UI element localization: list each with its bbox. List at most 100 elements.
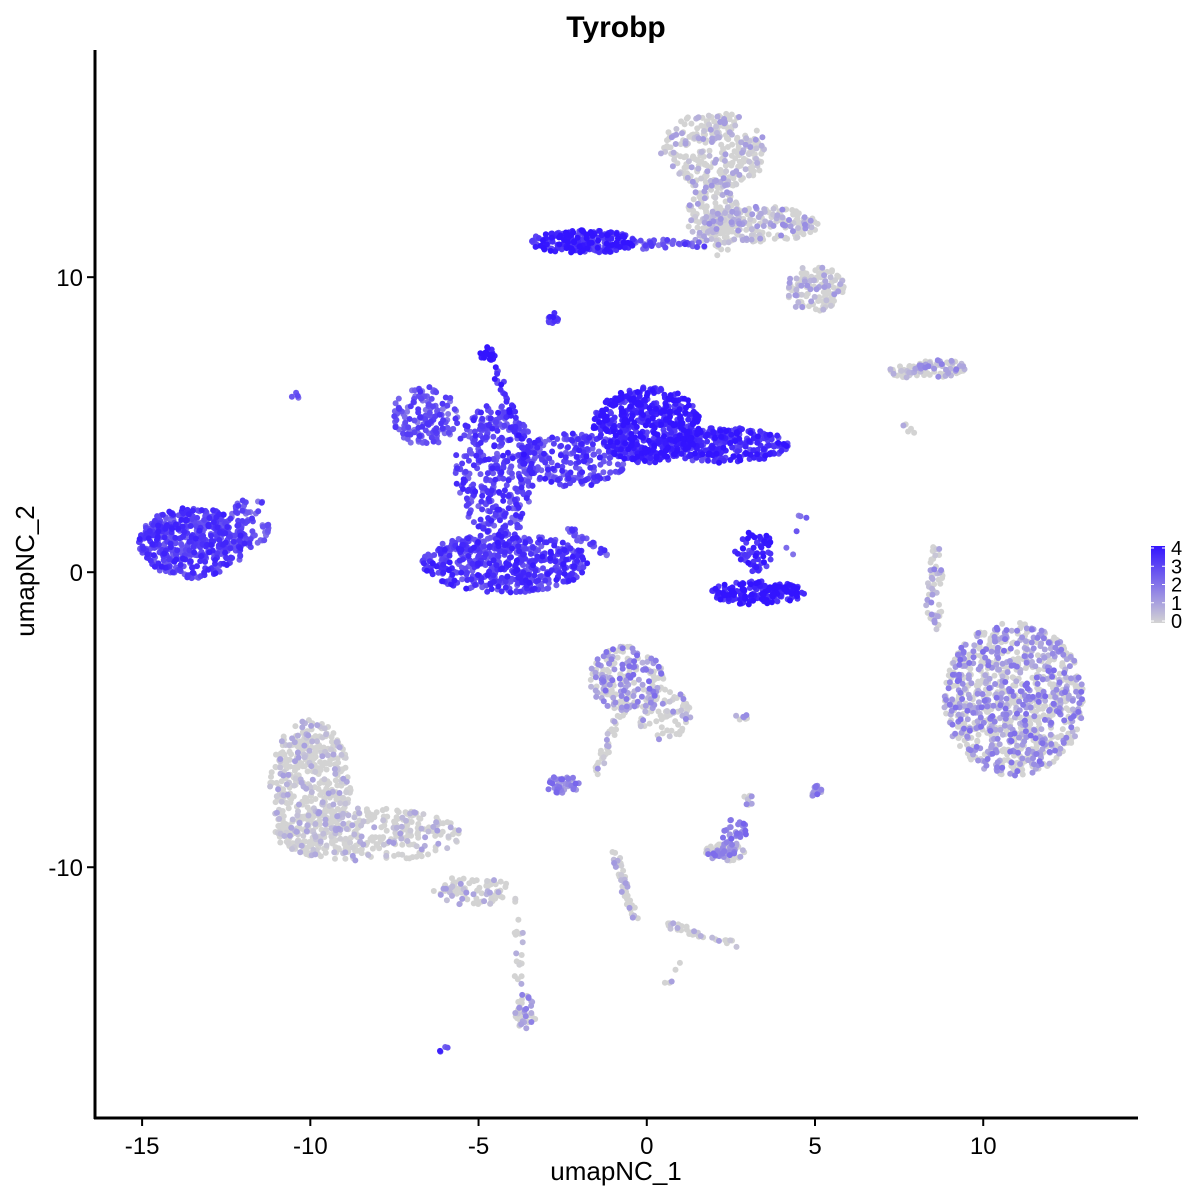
data-point	[597, 461, 604, 468]
data-point	[989, 713, 996, 720]
data-point	[342, 849, 349, 856]
data-point	[712, 194, 719, 201]
data-point	[673, 126, 680, 132]
data-point	[931, 365, 938, 372]
data-point	[470, 878, 477, 885]
data-point	[277, 839, 284, 846]
data-point	[595, 661, 602, 668]
data-point	[508, 470, 515, 477]
data-point	[579, 535, 586, 542]
data-point	[705, 851, 712, 858]
data-point	[1041, 646, 1048, 653]
data-point	[462, 468, 469, 475]
data-point	[622, 880, 629, 887]
data-point	[603, 649, 610, 655]
data-point	[308, 763, 315, 770]
data-point	[936, 546, 943, 552]
data-point	[676, 170, 683, 177]
data-point	[605, 743, 612, 750]
data-point	[1058, 646, 1065, 653]
data-point	[351, 814, 358, 821]
data-point	[371, 824, 378, 831]
data-point	[618, 693, 625, 699]
data-point	[360, 841, 367, 848]
data-point	[993, 694, 1000, 701]
data-point	[1045, 667, 1052, 674]
data-point	[987, 727, 994, 734]
points-layer	[136, 110, 1086, 1055]
data-point	[201, 516, 208, 523]
data-point	[1074, 726, 1081, 733]
data-point	[327, 757, 334, 763]
data-point	[298, 779, 305, 786]
data-point	[336, 790, 343, 796]
data-point	[752, 136, 759, 143]
data-point	[935, 373, 942, 380]
data-point	[420, 811, 427, 818]
data-point	[1008, 662, 1015, 669]
data-point	[371, 812, 378, 819]
data-point	[611, 718, 618, 725]
data-point	[239, 497, 246, 504]
data-point	[1014, 627, 1021, 634]
data-point	[808, 298, 815, 305]
data-point	[675, 240, 682, 247]
data-point	[1033, 740, 1040, 747]
data-point	[1042, 693, 1049, 700]
data-point	[689, 178, 696, 185]
data-point	[1039, 740, 1046, 747]
data-point	[978, 723, 984, 730]
data-point	[288, 824, 295, 831]
data-point	[746, 158, 753, 165]
data-point	[272, 764, 279, 771]
data-point	[476, 884, 483, 891]
data-point	[470, 891, 477, 898]
data-point	[425, 828, 432, 835]
data-point	[794, 234, 801, 241]
data-point	[970, 654, 977, 661]
data-point	[294, 812, 301, 819]
data-point	[338, 751, 345, 758]
data-point	[1041, 716, 1048, 723]
data-point	[713, 123, 720, 130]
data-point	[418, 395, 425, 402]
data-point	[688, 120, 695, 127]
data-point	[758, 142, 765, 149]
data-point	[970, 648, 977, 655]
data-point	[983, 762, 990, 769]
data-point	[618, 862, 625, 869]
data-point	[291, 782, 298, 789]
data-point	[1038, 726, 1045, 733]
data-point	[273, 809, 280, 816]
data-point	[941, 704, 948, 711]
data-point	[616, 675, 623, 682]
data-point	[1069, 697, 1076, 704]
data-point	[827, 274, 834, 281]
data-point	[821, 284, 828, 290]
data-point	[516, 961, 523, 968]
data-point	[239, 507, 246, 514]
data-point	[1032, 663, 1039, 670]
data-point	[1068, 675, 1074, 682]
data-point	[299, 718, 306, 725]
data-point	[957, 689, 964, 696]
data-point	[305, 812, 312, 819]
data-point	[790, 551, 797, 558]
data-point	[684, 703, 691, 710]
data-point	[1066, 663, 1073, 670]
data-point	[703, 209, 710, 216]
data-point	[264, 522, 271, 529]
data-point	[1057, 745, 1064, 752]
data-point	[619, 645, 626, 652]
data-point	[324, 752, 331, 759]
data-point	[397, 830, 404, 837]
data-point	[670, 920, 677, 927]
data-point	[837, 281, 844, 288]
data-point	[967, 747, 974, 754]
data-point	[1062, 689, 1068, 696]
data-point	[1073, 688, 1080, 695]
data-point	[399, 841, 406, 848]
data-point	[523, 1005, 530, 1012]
data-point	[286, 742, 293, 749]
data-point	[724, 246, 731, 253]
